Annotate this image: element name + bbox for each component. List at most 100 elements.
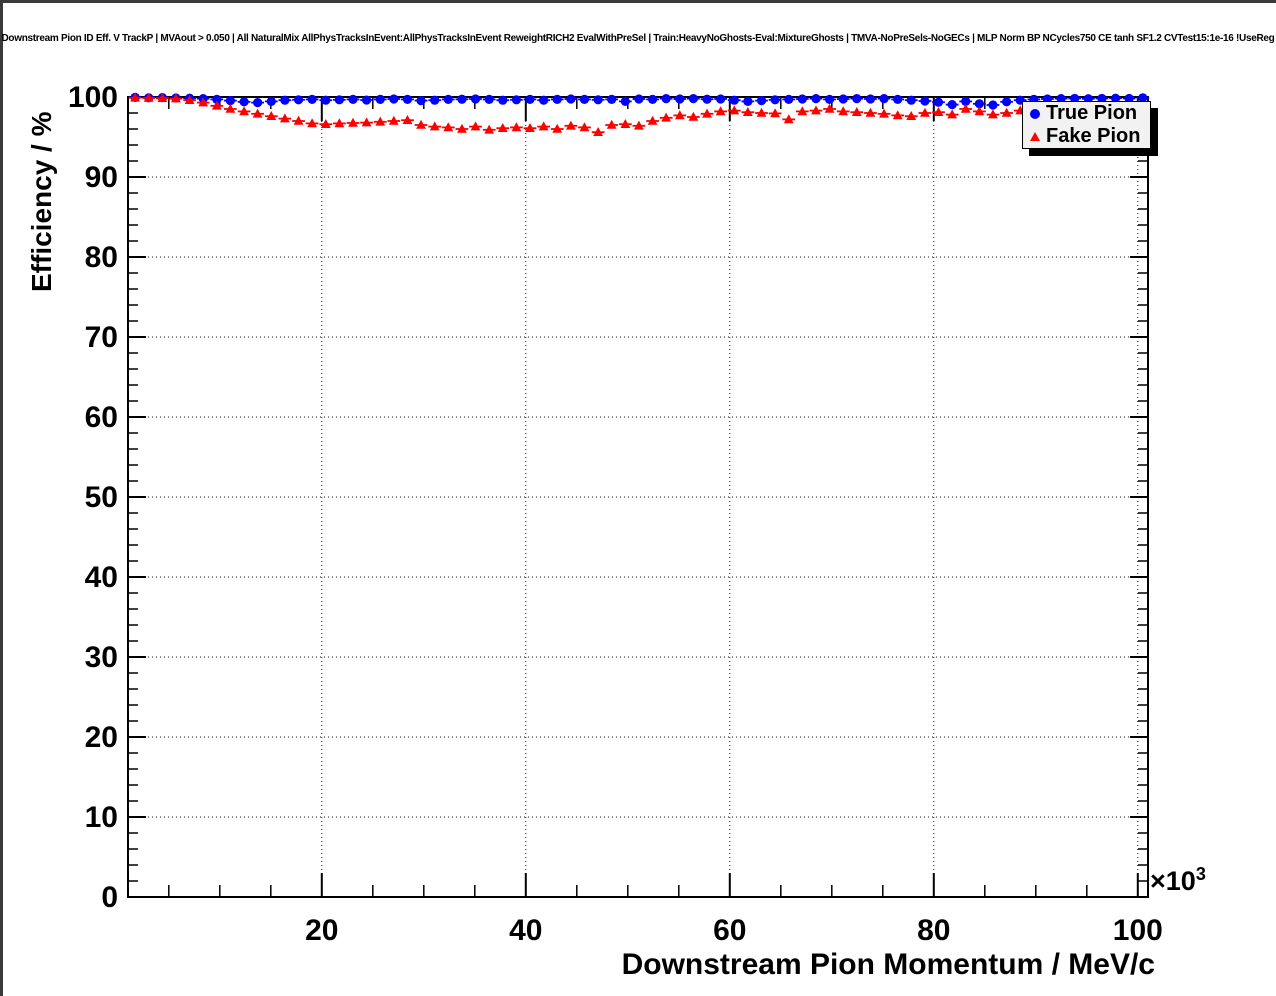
x-axis-title: Downstream Pion Momentum / MeV/c — [621, 948, 1155, 981]
data-point-triangle — [130, 92, 141, 102]
y-tick-label: 70 — [85, 321, 118, 354]
data-point-triangle — [783, 114, 794, 124]
data-point-triangle — [606, 119, 617, 129]
data-point-circle — [566, 94, 576, 104]
data-point-circle — [893, 94, 903, 104]
data-point-circle — [920, 96, 930, 106]
data-point-circle — [579, 94, 590, 104]
x-power-exponent: 3 — [1195, 864, 1206, 884]
data-point-triangle — [497, 123, 508, 132]
y-tick-labels: 0 10 20 30 40 50 60 70 80 90 100 — [68, 81, 118, 914]
data-point-circle — [879, 94, 889, 104]
data-point-triangle — [634, 120, 644, 130]
data-point-circle — [1056, 94, 1066, 104]
y-tick-label: 50 — [85, 481, 118, 514]
data-point-triangle — [715, 106, 726, 116]
data-point-circle — [334, 95, 344, 105]
data-point-triangle — [334, 118, 345, 128]
data-point-circle — [552, 94, 562, 104]
data-point-triangle — [593, 127, 604, 136]
data-point-triangle — [988, 109, 998, 119]
data-point-circle — [457, 94, 467, 104]
data-point-circle — [647, 94, 658, 104]
data-point-circle — [933, 97, 944, 107]
y-tick-label: 0 — [101, 881, 118, 914]
data-point-circle — [389, 94, 399, 104]
data-point-triangle — [974, 106, 985, 116]
data-point-circle — [824, 94, 835, 104]
x-tick-label: 20 — [305, 914, 338, 947]
data-point-triangle — [375, 116, 386, 126]
legend-entry-fake-pion: Fake Pion — [1023, 125, 1150, 148]
data-point-triangle — [647, 115, 658, 125]
data-point-circle — [743, 96, 753, 106]
data-point-circle — [716, 94, 726, 104]
data-point-triangle — [797, 106, 808, 116]
data-point-triangle — [171, 93, 181, 103]
data-point-triangle — [552, 123, 563, 133]
data-point-circle — [947, 100, 957, 110]
data-point-circle — [838, 94, 848, 104]
data-point-circle — [470, 94, 481, 104]
data-point-triangle — [211, 100, 222, 110]
data-point-triangle — [892, 110, 903, 120]
y-tick-label: 80 — [85, 241, 118, 274]
data-point-circle — [1070, 93, 1080, 104]
y-tick-label: 30 — [85, 641, 118, 674]
data-point-triangle — [293, 115, 304, 125]
legend-label: True Pion — [1046, 102, 1138, 124]
x-tick-label: 40 — [509, 914, 542, 947]
data-point-circle — [430, 95, 440, 105]
y-tick-label: 60 — [85, 401, 118, 434]
data-point-triangle — [402, 115, 413, 124]
data-point-triangle — [702, 108, 712, 118]
data-point-triangle — [838, 106, 849, 116]
data-point-triangle — [416, 119, 426, 129]
y-tick-label: 100 — [68, 81, 118, 114]
data-point-circle — [906, 95, 916, 105]
plot-title: Downstream Pion ID Eff. V TrackP | MVAou… — [1, 33, 1275, 44]
data-point-triangle — [933, 107, 944, 116]
data-point-circle — [634, 94, 644, 104]
data-point-circle — [961, 96, 971, 106]
data-point-triangle — [879, 108, 889, 118]
data-point-triangle — [239, 106, 249, 116]
data-point-circle — [1097, 93, 1107, 104]
data-point-circle — [1002, 97, 1012, 107]
data-point-triangle — [960, 103, 971, 113]
series-true-pion — [128, 92, 1150, 110]
data-point-circle — [756, 96, 767, 106]
gridlines — [128, 97, 1148, 897]
x-tick-labels: 20 40 60 80 100 — [305, 914, 1163, 947]
y-axis-title: Efficiency / % — [26, 111, 57, 292]
data-point-circle — [498, 95, 508, 105]
data-point-circle — [239, 97, 249, 107]
y-tick-label: 90 — [85, 161, 118, 194]
data-point-triangle — [811, 105, 821, 115]
data-point-triangle — [198, 97, 209, 107]
data-point-triangle — [661, 112, 672, 122]
data-point-triangle — [688, 111, 699, 121]
data-point-circle — [1138, 93, 1148, 103]
data-point-triangle — [947, 109, 958, 119]
canvas-border-left — [0, 0, 3, 996]
data-point-triangle — [143, 92, 154, 102]
data-point-circle — [348, 94, 358, 104]
data-point-triangle — [906, 111, 917, 120]
data-point-circle — [361, 95, 372, 105]
data-point-circle — [443, 94, 453, 104]
data-point-triangle — [729, 105, 740, 115]
data-point-triangle — [920, 107, 930, 117]
x-axis-power-label: ×103 — [1150, 864, 1206, 897]
data-point-circle — [865, 94, 876, 104]
data-point-circle — [321, 95, 331, 105]
data-point-circle — [702, 94, 712, 104]
data-point-circle — [539, 95, 549, 105]
data-point-circle — [797, 94, 807, 104]
data-point-triangle — [361, 117, 372, 127]
x-power-base: ×10 — [1150, 866, 1196, 896]
data-point-circle — [770, 95, 780, 105]
legend-entry-true-pion: True Pion — [1023, 102, 1150, 125]
data-point-circle — [525, 94, 535, 104]
data-point-triangle — [266, 111, 277, 120]
